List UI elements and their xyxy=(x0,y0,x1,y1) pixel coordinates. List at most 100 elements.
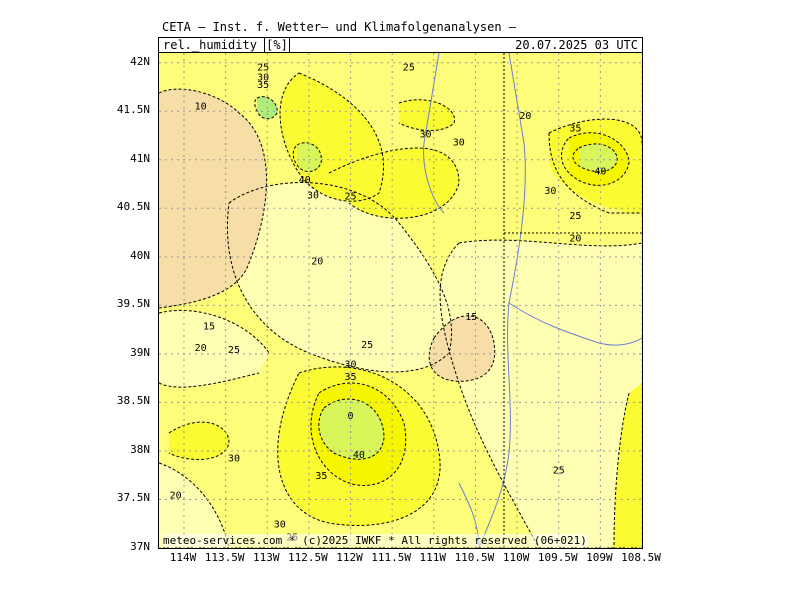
latitude-tick-label: 38N xyxy=(130,442,150,456)
contour-label: 20 xyxy=(170,491,182,502)
contour-label: 40 xyxy=(594,166,606,177)
contour-lines xyxy=(159,72,642,548)
contour-line xyxy=(328,147,460,219)
latitude-tick-label: 39N xyxy=(130,345,150,359)
contour-label: 25 xyxy=(569,211,581,222)
longitude-tick-label: 111W xyxy=(419,551,447,564)
contour-label: 35 xyxy=(569,124,581,135)
contour-label: 25 xyxy=(403,63,415,74)
contour-line xyxy=(458,239,642,247)
longitude-tick-label: 112.5W xyxy=(288,551,328,564)
humidity-region-10 xyxy=(159,89,267,308)
contour-label: 30 xyxy=(453,137,465,148)
contour-label: 30 xyxy=(257,72,269,83)
contour-label: 20 xyxy=(195,343,207,354)
contour-line xyxy=(227,182,453,373)
longitude-tick-label: 112W xyxy=(336,551,363,564)
state-borders xyxy=(159,53,642,548)
contour-label: 30 xyxy=(307,191,319,202)
contour-line xyxy=(279,72,384,202)
contour-line xyxy=(428,315,496,382)
river xyxy=(508,302,642,346)
longitude-tick-label: 111.5W xyxy=(371,551,412,564)
latitude-tick-label: 37N xyxy=(130,540,150,553)
latitude-tick-label: 40N xyxy=(130,248,150,262)
humidity-map: 25 30 35 10 40 30 25 25 30 30 20 35 40 30 25 20 20 15 20 25… xyxy=(158,52,643,549)
contour-line xyxy=(254,96,278,120)
contour-line xyxy=(159,88,267,309)
humidity-region-40 xyxy=(579,143,618,172)
humidity-region-40 xyxy=(297,142,322,172)
contour-label: 25 xyxy=(553,465,565,476)
parameter-unit: % xyxy=(273,38,281,52)
contour-label: 35 xyxy=(257,80,269,91)
latitude-tick-label: 42N xyxy=(130,54,150,68)
humidity-region-30 xyxy=(614,383,642,548)
map-title: CETA — Inst. f. Wetter— und Klimafolgena… xyxy=(162,20,517,34)
contour-label: 15 xyxy=(465,312,477,323)
contour-line xyxy=(572,143,618,173)
humidity-region-20 xyxy=(440,240,642,548)
contour-label: 25 xyxy=(257,63,269,74)
contour-label: 30 xyxy=(274,520,286,531)
contour-label: 35 xyxy=(315,471,327,482)
contour-line xyxy=(548,132,642,214)
parameter-name: rel._humidity xyxy=(163,38,257,52)
contour-label: 20 xyxy=(569,233,581,244)
humidity-region-40 xyxy=(318,399,384,460)
contour-line xyxy=(159,309,270,354)
parameter-label: rel._humidity [%] xyxy=(163,37,290,53)
contour-line xyxy=(310,382,407,486)
contour-line xyxy=(318,398,385,460)
contour-label: 25 xyxy=(361,340,373,351)
contour-label: 30 xyxy=(228,454,240,465)
longitude-tick-label: 113W xyxy=(253,551,280,564)
humidity-region-15 xyxy=(429,315,495,382)
humidity-fill-layer xyxy=(159,73,642,548)
longitude-tick-label: 108.5W xyxy=(621,551,661,564)
humidity-region-20 xyxy=(227,182,452,372)
map-subheader: rel._humidity [%] 20.07.2025 03 UTC xyxy=(158,37,643,53)
contour-line xyxy=(277,366,441,526)
longitude-tick-label: 110.5W xyxy=(454,551,495,564)
contour-label: 10 xyxy=(195,101,207,112)
latitude-tick-label: 41.5N xyxy=(116,103,150,117)
contour-label: 20 xyxy=(519,111,531,122)
contour-label: 35 xyxy=(345,372,357,383)
longitude-tick-label: 109.5W xyxy=(537,551,578,564)
latitude-tick-label: 40.5N xyxy=(116,200,150,214)
contour-line xyxy=(439,242,540,548)
contour-line xyxy=(159,372,260,388)
longitude-tick-label: 109W xyxy=(586,551,613,564)
longitude-tick-label: 110W xyxy=(502,551,530,564)
humidity-region-30 xyxy=(399,99,455,131)
contour-label: 30 xyxy=(419,130,431,141)
contour-label: 25 xyxy=(228,345,240,356)
contour-label: 30 xyxy=(345,360,357,371)
contour-line xyxy=(168,421,230,461)
longitude-tick-label: 114W xyxy=(169,551,197,564)
gridlines xyxy=(159,53,642,548)
contour-label: 0 xyxy=(348,411,354,422)
contour-line xyxy=(613,392,630,548)
contour-line xyxy=(292,142,322,172)
contour-line xyxy=(561,132,630,186)
latitude-tick-label: 38.5N xyxy=(116,394,150,408)
contour-label: 30 xyxy=(544,186,556,197)
contour-label: 25 xyxy=(345,192,357,203)
longitude-tick-label: 113.5W xyxy=(204,551,245,564)
contour-label: 15 xyxy=(203,322,215,333)
latitude-tick-label: 39.5N xyxy=(116,297,150,311)
contour-label: 20 xyxy=(311,257,323,268)
contour-line xyxy=(398,99,455,131)
humidity-region-20 xyxy=(159,310,269,388)
latitude-tick-label: 41N xyxy=(130,151,150,165)
copyright-notice: meteo-services.com * (c)2025 IWKF * All … xyxy=(163,534,587,547)
valid-datetime: 20.07.2025 03 UTC xyxy=(515,38,638,52)
latitude-tick-label: 37.5N xyxy=(116,491,150,505)
humidity-region-20 xyxy=(159,463,229,548)
contour-label: 40 xyxy=(353,450,365,461)
humidity-region-30 xyxy=(329,148,459,219)
